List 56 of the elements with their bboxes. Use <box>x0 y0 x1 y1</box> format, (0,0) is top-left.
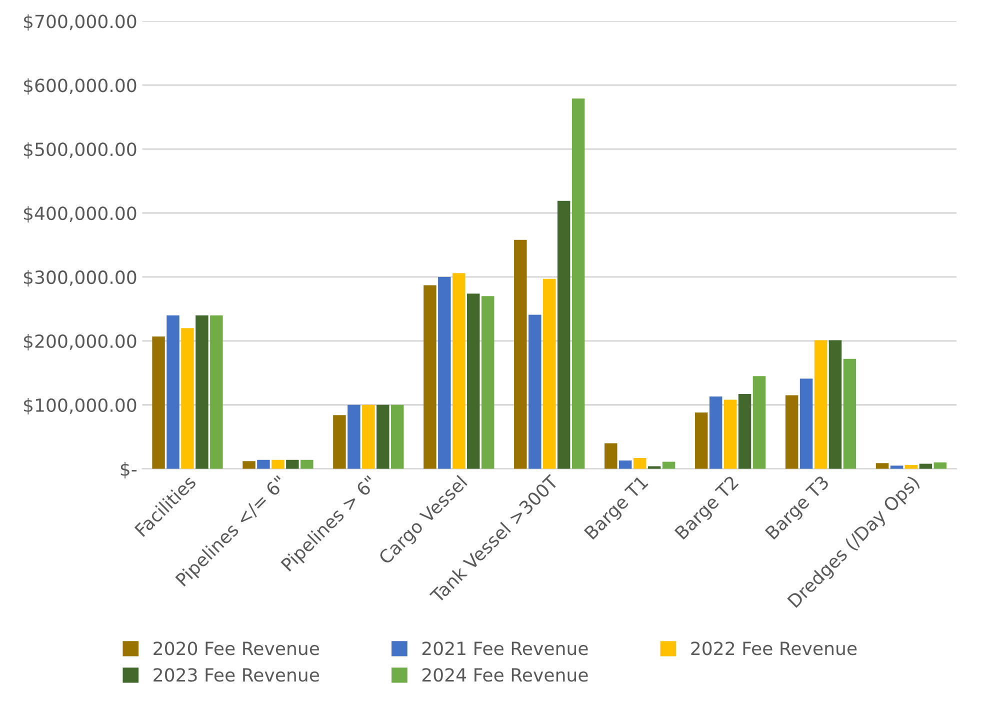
bar <box>272 460 284 469</box>
bar <box>618 460 632 469</box>
bar <box>242 461 256 469</box>
bar <box>348 404 360 469</box>
bar <box>257 460 270 469</box>
bar <box>662 462 676 469</box>
bar <box>709 396 722 469</box>
bar <box>557 200 570 469</box>
y-tick-label: $700,000.00 <box>24 14 136 31</box>
bar <box>800 378 813 469</box>
bar <box>362 404 375 469</box>
bar <box>694 412 708 469</box>
bar <box>934 462 947 469</box>
legend-label: 2022 Fee Revenue <box>691 642 857 656</box>
bar <box>528 314 542 469</box>
bar <box>738 394 752 469</box>
y-tick-label: $400,000.00 <box>24 206 136 223</box>
y-tick-label: $200,000.00 <box>24 334 136 350</box>
y-tick-label: $300,000.00 <box>24 270 136 286</box>
bar <box>166 315 180 469</box>
legend-label: 2024 Fee Revenue <box>422 668 588 682</box>
bar <box>196 315 208 469</box>
bar <box>152 336 165 469</box>
bar <box>181 328 194 469</box>
bar <box>785 395 798 469</box>
bar <box>724 400 737 469</box>
bar <box>424 285 436 469</box>
y-tick-label: $500,000.00 <box>24 142 136 159</box>
bar <box>210 315 223 469</box>
bar <box>391 404 404 469</box>
bar <box>633 458 646 469</box>
bar <box>438 276 451 469</box>
y-tick-label: $100,000.00 <box>24 398 136 414</box>
bar <box>481 296 494 469</box>
bar <box>890 466 904 469</box>
bar <box>814 340 828 469</box>
bar <box>876 463 889 469</box>
bar <box>604 443 618 469</box>
bar <box>300 460 314 469</box>
bar <box>452 273 466 469</box>
y-tick-label: $- <box>120 462 137 478</box>
bar <box>843 358 856 469</box>
bar <box>514 240 527 469</box>
bar <box>919 464 932 469</box>
legend-label: 2021 Fee Revenue <box>422 642 588 656</box>
legend-label: 2023 Fee Revenue <box>154 668 320 682</box>
y-tick-label: $600,000.00 <box>24 78 136 95</box>
bar <box>466 294 480 469</box>
bar <box>286 460 299 469</box>
bar <box>752 376 766 469</box>
bar <box>572 98 585 469</box>
bar <box>828 340 842 469</box>
bar <box>542 278 556 469</box>
bar <box>376 404 390 469</box>
bar <box>333 415 346 469</box>
legend-label: 2020 Fee Revenue <box>154 642 320 656</box>
